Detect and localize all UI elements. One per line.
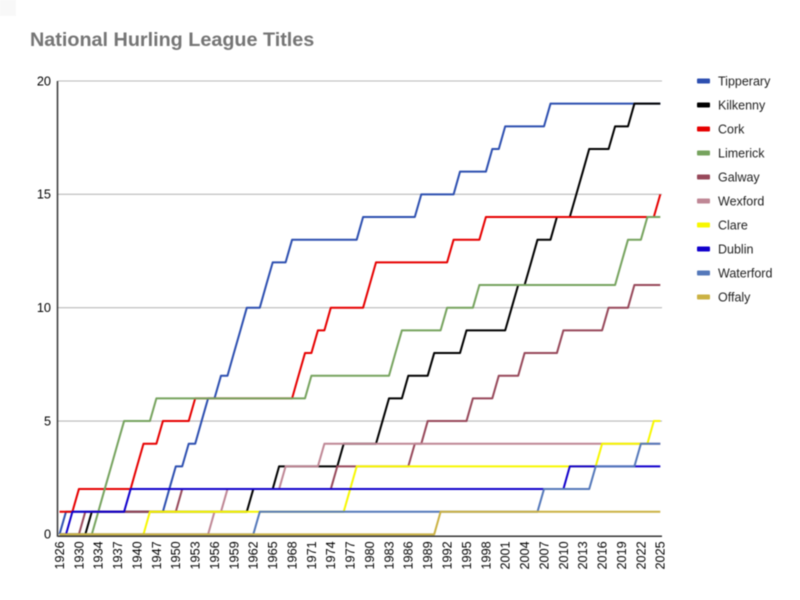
svg-text:Dublin: Dublin <box>718 243 753 257</box>
svg-text:1965: 1965 <box>266 541 280 569</box>
svg-text:10: 10 <box>37 301 51 315</box>
svg-text:1980: 1980 <box>363 541 377 569</box>
svg-text:1962: 1962 <box>247 541 261 569</box>
svg-text:Tipperary: Tipperary <box>718 75 771 89</box>
svg-text:0: 0 <box>44 528 51 542</box>
svg-text:1998: 1998 <box>479 541 493 569</box>
svg-text:2013: 2013 <box>576 541 590 569</box>
svg-text:Offaly: Offaly <box>718 291 751 305</box>
svg-text:1926: 1926 <box>53 541 67 569</box>
svg-text:15: 15 <box>37 188 51 202</box>
svg-text:1992: 1992 <box>441 541 455 569</box>
svg-text:2025: 2025 <box>654 541 668 569</box>
svg-text:1971: 1971 <box>305 541 319 569</box>
svg-text:1986: 1986 <box>402 541 416 569</box>
svg-text:1956: 1956 <box>208 541 222 569</box>
svg-text:1930: 1930 <box>72 541 86 569</box>
svg-text:Clare: Clare <box>718 219 748 233</box>
svg-text:2022: 2022 <box>634 541 648 569</box>
svg-text:Cork: Cork <box>718 123 745 137</box>
svg-text:1983: 1983 <box>382 541 396 569</box>
svg-text:National Hurling League Titles: National Hurling League Titles <box>30 29 314 51</box>
svg-text:1959: 1959 <box>227 541 241 569</box>
svg-text:2004: 2004 <box>518 541 532 569</box>
svg-text:Waterford: Waterford <box>718 267 772 281</box>
svg-text:2007: 2007 <box>537 541 551 569</box>
svg-text:1989: 1989 <box>421 541 435 569</box>
svg-text:1974: 1974 <box>324 541 338 569</box>
svg-text:1934: 1934 <box>92 541 106 569</box>
svg-text:1995: 1995 <box>460 541 474 569</box>
svg-text:1968: 1968 <box>286 541 300 569</box>
svg-text:1977: 1977 <box>344 541 358 569</box>
svg-text:1953: 1953 <box>189 541 203 569</box>
svg-text:20: 20 <box>37 74 51 88</box>
svg-text:Limerick: Limerick <box>718 147 765 161</box>
svg-text:2001: 2001 <box>499 541 513 569</box>
svg-text:Galway: Galway <box>718 171 760 185</box>
svg-text:1937: 1937 <box>111 541 125 569</box>
svg-text:2010: 2010 <box>557 541 571 569</box>
svg-text:2016: 2016 <box>596 541 610 569</box>
svg-text:1947: 1947 <box>150 541 164 569</box>
svg-text:1950: 1950 <box>169 541 183 569</box>
svg-text:5: 5 <box>44 414 51 428</box>
svg-text:2019: 2019 <box>615 541 629 569</box>
svg-text:Wexford: Wexford <box>718 195 764 209</box>
svg-text:Kilkenny: Kilkenny <box>718 99 766 113</box>
svg-text:1940: 1940 <box>130 541 144 569</box>
